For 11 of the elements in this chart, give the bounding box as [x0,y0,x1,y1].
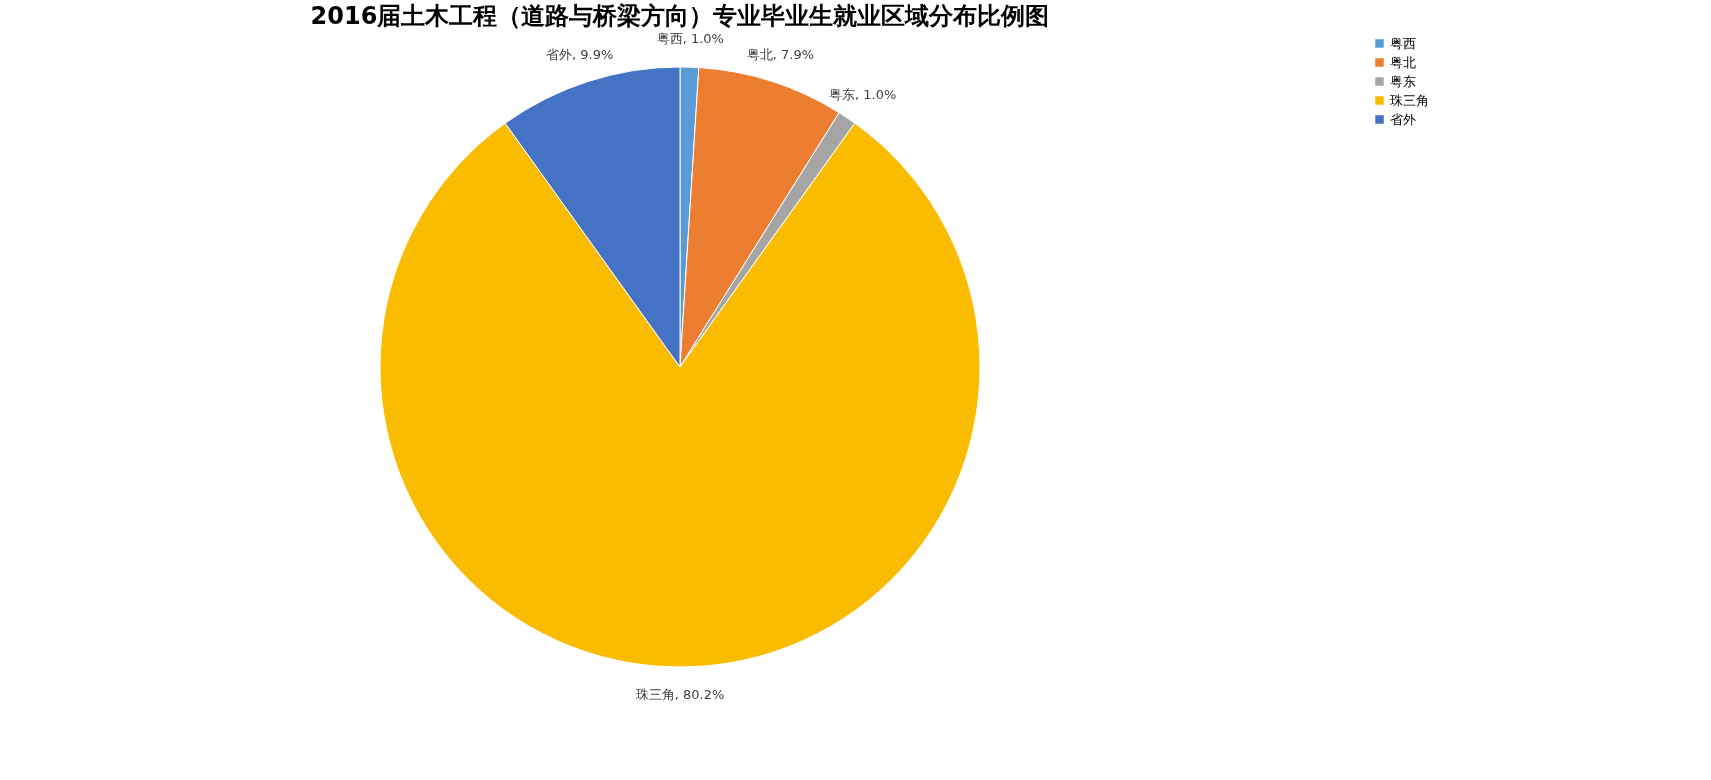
legend-label: 省外 [1390,111,1416,127]
legend-label: 粤西 [1390,35,1416,51]
legend-label: 粤北 [1390,54,1416,70]
legend-label: 粤东 [1390,73,1416,89]
legend-label: 珠三角 [1390,92,1429,108]
data-label: 珠三角, 80.2% [635,687,725,702]
data-label: 省外, 9.9% [545,46,614,62]
data-label: 粤东, 1.0% [829,86,897,102]
chart-title: 2016届土木工程（道路与桥梁方向）专业毕业生就业区域分布比例图 [310,2,1050,31]
data-label: 粤西, 1.0% [656,31,724,47]
data-label: 粤北, 7.9% [746,46,815,62]
